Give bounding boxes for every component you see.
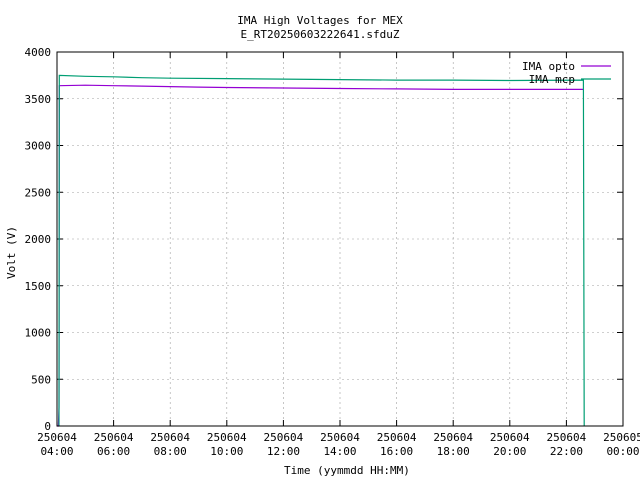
x-tick-label-date: 250604 [490,431,530,444]
grid-lines [57,52,623,426]
x-tick-label-time: 18:00 [437,445,470,458]
y-tick-label: 500 [31,373,51,386]
y-tick-label: 3500 [25,93,52,106]
y-tick-label: 2500 [25,186,52,199]
x-tick-label-time: 12:00 [267,445,300,458]
x-tick-label-time: 04:00 [40,445,73,458]
plot-border [56,51,624,427]
x-tick-label-date: 250604 [320,431,360,444]
x-tick-label-date: 250604 [37,431,77,444]
x-tick-label-time: 08:00 [154,445,187,458]
series-line-1 [57,84,584,427]
y-tick-label: 2000 [25,233,52,246]
y-tick-label: 3000 [25,140,52,153]
x-tick-label-date: 250604 [207,431,247,444]
chart-subtitle: E_RT20250603222641.sfduZ [240,28,400,41]
x-tick-label-date: 250604 [377,431,417,444]
legend-label-2: IMA mcp [529,73,575,86]
x-tick-label-time: 14:00 [323,445,356,458]
series-line-2 [58,74,585,427]
y-tick-label: 1000 [25,327,52,340]
y-tick-label: 1500 [25,280,52,293]
x-tick-label-time: 22:00 [550,445,583,458]
y-axis-label: Volt (V) [5,226,18,279]
x-tick-label-time: 16:00 [380,445,413,458]
x-tick-label-time: 06:00 [97,445,130,458]
x-axis-label: Time (yymmdd HH:MM) [284,464,410,477]
axis-ticks: 0500100015002000250030003500400025060404… [25,46,640,458]
x-tick-label-time: 10:00 [210,445,243,458]
chart-title: IMA High Voltages for MEX [237,14,403,27]
x-tick-label-date: 250604 [150,431,190,444]
x-tick-label-date: 250604 [433,431,473,444]
x-tick-label-date: 250604 [264,431,304,444]
series-lines [57,74,585,427]
x-tick-label-time: 00:00 [606,445,639,458]
x-tick-label-time: 20:00 [493,445,526,458]
x-tick-label-date: 250604 [547,431,587,444]
y-tick-label: 4000 [25,46,52,59]
y-tick-label: 0 [44,420,51,433]
x-tick-label-date: 250604 [94,431,134,444]
legend-label-1: IMA opto [522,60,575,73]
x-tick-label-date: 250605 [603,431,640,444]
